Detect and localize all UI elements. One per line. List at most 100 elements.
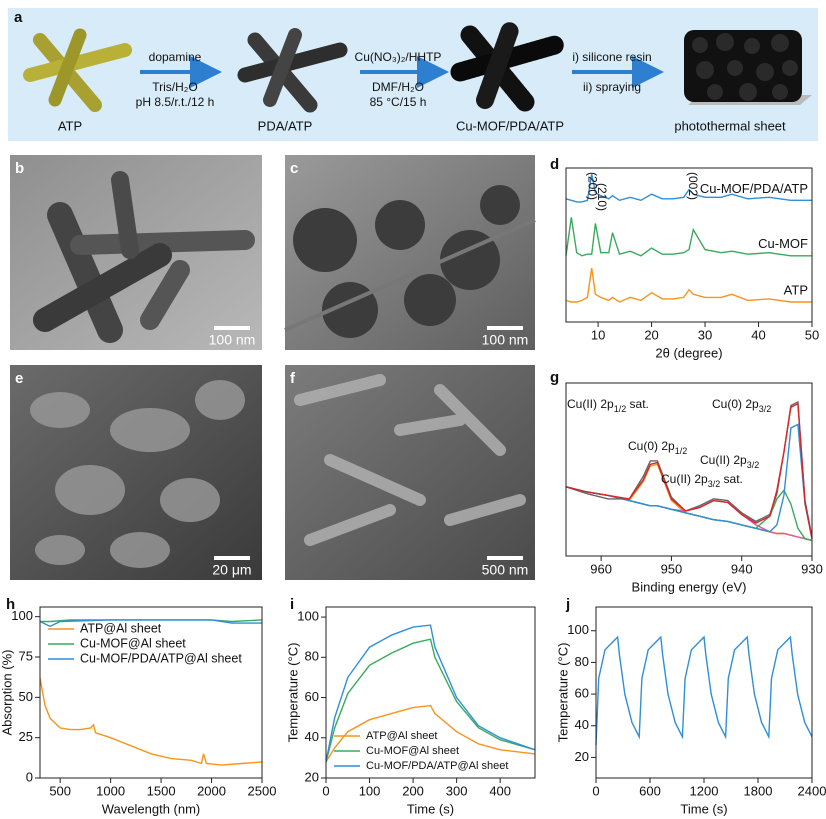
label-tail: sat.: [626, 397, 649, 411]
y-tick-label: 60: [305, 689, 319, 704]
y-tick-label: 80: [305, 649, 319, 664]
label-subscript: 3/2: [708, 479, 721, 489]
x-tick-label: 2000: [197, 783, 226, 798]
x-tick-label: 600: [639, 783, 661, 798]
label-subscript: 1/2: [675, 446, 688, 456]
series-line: [325, 704, 536, 763]
micrograph-b: [10, 155, 262, 350]
scale-label: 100 nm: [209, 332, 256, 348]
panel-label: b: [15, 160, 24, 177]
y-axis-label: Temperature (°C): [555, 643, 570, 743]
series-line: [565, 174, 812, 203]
x-tick-label: 40: [751, 327, 765, 342]
micrograph-c: [284, 155, 536, 350]
scheme-background: [8, 8, 818, 141]
step-condition: DMF/H₂O: [372, 80, 424, 94]
x-tick-label: 100: [359, 783, 381, 798]
y-tick-label: 75: [19, 648, 33, 663]
y-tick-label: 0: [26, 769, 33, 784]
y-tick-label: 50: [19, 689, 33, 704]
label-subscript: 3/2: [747, 460, 760, 470]
y-tick-label: 20: [305, 769, 319, 784]
x-tick-label: 0: [322, 783, 329, 798]
stage-label: Cu-MOF/PDA/ATP: [456, 118, 564, 133]
x-tick-label: 30: [698, 327, 712, 342]
y-tick-label: 20: [575, 749, 589, 764]
peak-label: (200): [585, 172, 599, 200]
y-tick-label: 80: [575, 654, 589, 669]
x-tick-label: 930: [801, 561, 823, 576]
photothermal-sheet: [684, 30, 812, 105]
panel-label: e: [15, 370, 23, 387]
step-condition: dopamine: [149, 50, 202, 64]
x-tick-label: 1200: [690, 783, 719, 798]
x-tick-label: 2400: [798, 783, 826, 798]
y-axis-label: Temperature (°C): [285, 643, 300, 743]
chart: i 0 100 200 300 400 20 40 60 80 100 Time (s) Tempera…: [285, 596, 536, 816]
stage-label: photothermal sheet: [674, 118, 786, 133]
scale-label: 100 nm: [482, 332, 529, 348]
x-tick-label: 50: [805, 327, 819, 342]
y-tick-label: 40: [575, 717, 589, 732]
x-tick-label: 960: [590, 561, 612, 576]
legend-label: ATP@Al sheet: [80, 621, 162, 635]
scale-label: 20 μm: [212, 562, 251, 578]
plot-frame: [325, 606, 536, 779]
x-tick-label: 940: [731, 561, 753, 576]
series-line: [565, 400, 813, 538]
y-tick-label: 25: [19, 729, 33, 744]
label-subscript: 3/2: [759, 404, 772, 414]
chart: d 10 20 30 40 50 2θ (degree) Cu-MOF/PDA/ATP Cu-M…: [550, 156, 819, 360]
stage-label: ATP: [58, 118, 82, 133]
x-axis-label: Time (s): [407, 801, 454, 816]
series-line: [565, 423, 813, 539]
x-tick-label: 300: [446, 783, 468, 798]
chart: g 960 950 940 930 Binding energy (eV) Cu(II) 2…: [550, 369, 823, 594]
peak-label: (002): [686, 172, 700, 200]
panel-label: j: [565, 596, 570, 613]
series-line: [565, 267, 812, 303]
series-line: [325, 638, 536, 763]
plot-frame: [565, 167, 813, 323]
x-tick-label: 1000: [96, 783, 125, 798]
micrograph-f: [285, 365, 535, 580]
y-tick-label: 40: [305, 729, 319, 744]
label-tail: sat.: [720, 472, 743, 486]
chart: h 500 1000 1500 2000 2500 0 25 50 75 100 Wavelength…: [0, 596, 276, 816]
x-tick-label: 200: [402, 783, 424, 798]
atp-rods: [23, 28, 132, 112]
y-tick-label: 100: [11, 608, 33, 623]
x-tick-label: 10: [591, 327, 605, 342]
peak-label: (210): [595, 183, 609, 211]
series-line: [565, 217, 812, 257]
step-condition: Tris/H₂O: [152, 80, 198, 94]
label-main: Cu(II) 2p: [700, 453, 747, 467]
step-condition: i) silicone resin: [572, 50, 651, 64]
micrograph-e: [10, 365, 262, 580]
step-condition: pH 8.5/r.t./12 h: [136, 95, 215, 109]
x-tick-label: 500: [49, 783, 71, 798]
x-tick-label: 1500: [147, 783, 176, 798]
panel-label: a: [14, 9, 23, 26]
label-main: Cu(0) 2p: [712, 397, 759, 411]
y-tick-label: 60: [575, 686, 589, 701]
step-condition: ii) spraying: [583, 80, 641, 94]
label-main: Cu(II) 2p: [661, 472, 708, 486]
x-tick-label: 20: [644, 327, 658, 342]
series-line: [595, 635, 813, 745]
panel-label: c: [290, 160, 298, 177]
stage-label: PDA/ATP: [258, 118, 313, 133]
x-tick-label: 2500: [248, 783, 277, 798]
peak-label: Cu(II) 2p3/2 sat.: [661, 472, 743, 489]
legend-label: Cu-MOF/PDA/ATP@Al sheet: [80, 651, 242, 665]
panel-label: i: [290, 596, 294, 613]
series-label: Cu-MOF: [758, 236, 808, 251]
series-line: [325, 624, 536, 763]
chart: j 0 600 1200 1800 2400 20 40 60 80 100 Time (s) Temp…: [555, 596, 826, 816]
peak-label: Cu(0) 2p3/2: [712, 397, 771, 414]
x-axis-label: Wavelength (nm): [102, 801, 201, 816]
panel-label: f: [290, 370, 296, 387]
x-tick-label: 1800: [744, 783, 773, 798]
legend-label: Cu-MOF@Al sheet: [366, 745, 459, 757]
